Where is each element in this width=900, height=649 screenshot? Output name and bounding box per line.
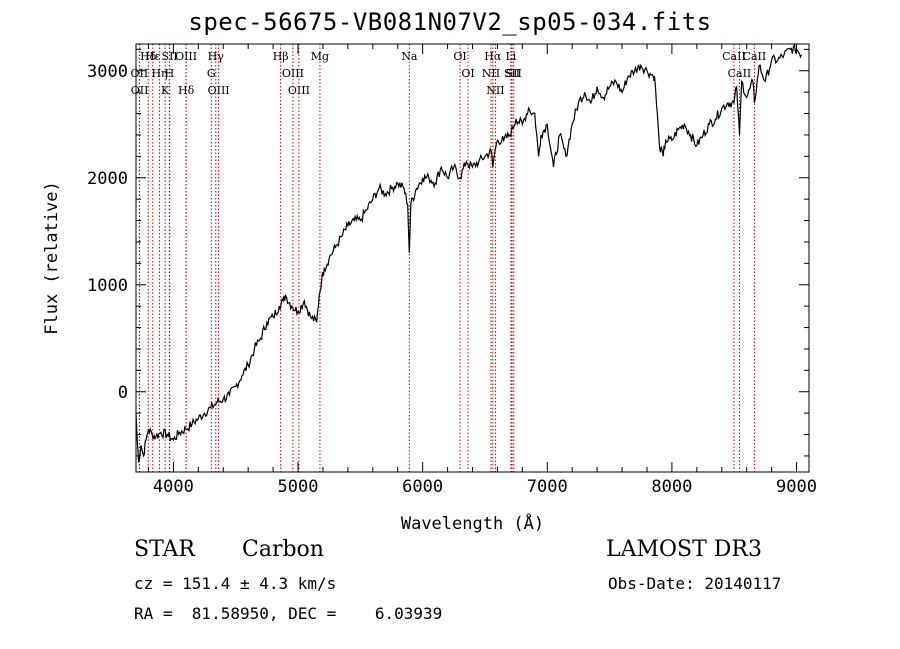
spectral-line-label-26: CaII: [722, 50, 746, 63]
chart-title: spec-56675-VB081N07V2_sp05-034.fits: [188, 8, 712, 36]
spectral-line-label-18: OI: [453, 50, 466, 63]
y-tick-label-1: 1000: [87, 276, 128, 296]
object-type: STAR: [134, 537, 195, 562]
y-tick-label-2: 2000: [87, 169, 128, 189]
spectral-line-label-7: H: [165, 67, 175, 80]
spectral-line-label-10: Hγ: [208, 50, 225, 63]
spectral-line-label-16: Mg: [311, 50, 329, 63]
spectral-line-label-24: Li: [505, 50, 516, 63]
spectrum-series-line: [135, 42, 803, 464]
plot-frame: [135, 43, 810, 473]
spectral-line-label-19: OI: [461, 67, 474, 80]
spectral-line-label-11: G: [207, 67, 216, 80]
spectral-line-label-23: SII: [504, 67, 520, 80]
spectral-line-label-12: OIII: [208, 84, 230, 97]
object-subclass: Carbon: [242, 537, 324, 562]
y-tick-label-3: 3000: [87, 62, 128, 82]
spectral-line-label-27: CaII: [728, 67, 752, 80]
spectral-line-label-9: OIII: [175, 50, 197, 63]
survey-name: LAMOST DR3: [606, 537, 762, 562]
x-tick-label-5: 9000: [776, 477, 817, 497]
x-tick-label-1: 5000: [278, 477, 319, 497]
x-tick-label-3: 7000: [527, 477, 568, 497]
spectral-line-label-2: OII: [131, 84, 149, 97]
spectral-line-label-0: Hδ: [140, 50, 157, 63]
redshift-text: cz = 151.4 ± 4.3 km/s: [134, 574, 337, 593]
x-tick-label-0: 4000: [153, 477, 194, 497]
spectral-line-label-21: NII: [482, 67, 500, 80]
axis-ticks: 4000 5000 6000 7000 8000 9000 0 1000 2000 3000: [87, 44, 817, 497]
spectral-line-label-22: NII: [486, 84, 504, 97]
spectral-line-label-14: OIII: [282, 67, 304, 80]
spectral-line-label-25: SII: [506, 67, 522, 80]
spectral-line-label-15: OIII: [288, 84, 310, 97]
spectral-line-label-3: Hε: [145, 50, 161, 63]
coordinates-text: RA = 81.58950, DEC = 6.03939: [134, 604, 443, 623]
spectral-line-label-5: K: [161, 84, 170, 97]
spectral-line-label-20: Hα: [484, 50, 502, 63]
x-axis-label: Wavelength (Å): [401, 512, 544, 534]
x-tick-label-4: 8000: [651, 477, 692, 497]
x-tick-label-2: 6000: [402, 477, 443, 497]
spectral-line-label-13: Hβ: [273, 50, 289, 63]
obs-date: Obs-Date: 20140117: [608, 574, 782, 593]
spectral-line-label-4: Hη: [151, 67, 167, 80]
y-tick-label-0: 0: [118, 383, 128, 403]
spectral-line-label-17: Na: [401, 50, 418, 63]
spectral-line-label-28: CaII: [743, 50, 767, 63]
y-axis-label: Flux (relative): [42, 181, 62, 335]
